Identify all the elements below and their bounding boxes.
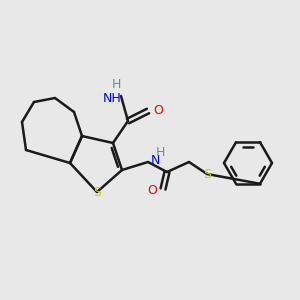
Text: H: H — [155, 146, 165, 158]
Text: O: O — [147, 184, 157, 197]
Text: H: H — [111, 79, 121, 92]
Text: O: O — [153, 104, 163, 118]
Text: N: N — [151, 154, 160, 167]
Text: S: S — [93, 185, 101, 199]
Text: S: S — [203, 167, 211, 181]
Text: NH: NH — [102, 92, 121, 104]
